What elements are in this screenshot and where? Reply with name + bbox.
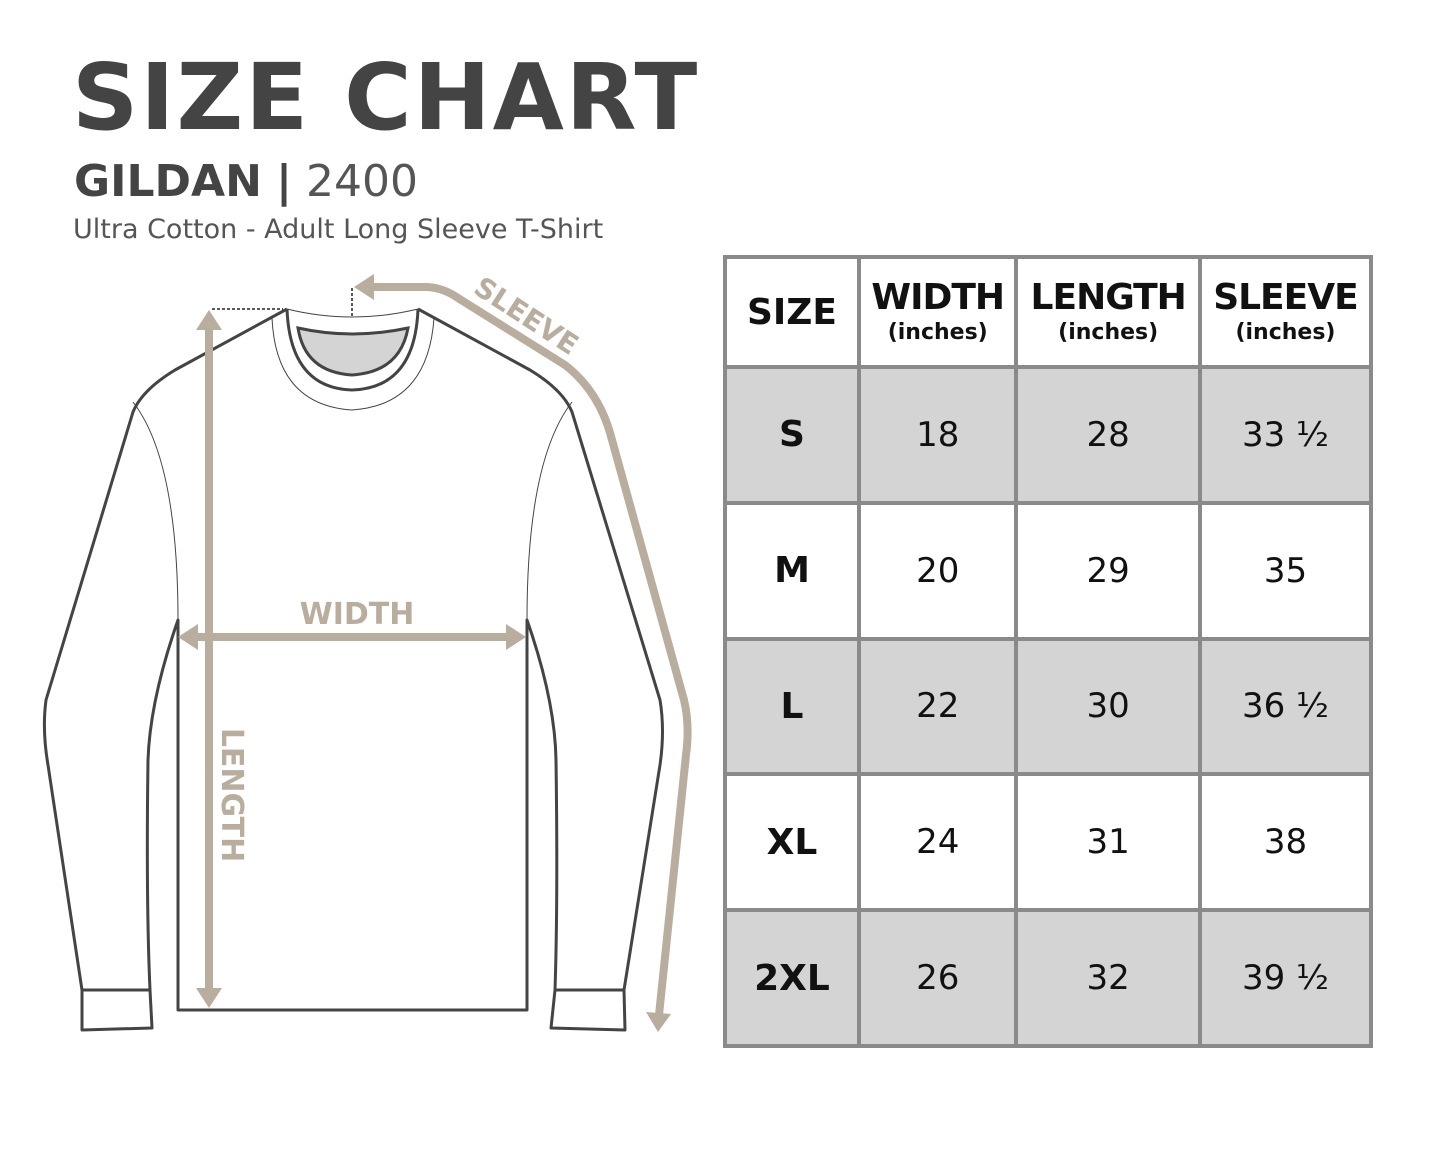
measure-guides [212,288,353,318]
size-table: SIZE WIDTH (inches) LENGTH (inches) SLEEVE… [723,255,1374,1048]
table-row: M 20 29 35 [723,500,1374,641]
size-cell: 2XL [723,908,861,1048]
shirt-seams [132,308,573,621]
col-header-size: SIZE [723,255,861,369]
length-label: LENGTH [214,728,249,862]
brand-line: GILDAN | 2400 [74,160,418,204]
shirt-outline [42,307,664,1032]
table-row: S 18 28 33 ½ [723,365,1374,505]
arrowheads [178,274,671,1032]
col-header-sleeve: SLEEVE (inches) [1197,255,1374,369]
col-header-width: WIDTH (inches) [856,255,1019,369]
model-number: 2400 [306,156,418,207]
length-cell: 30 [1014,636,1202,777]
table-row: 2XL 26 32 39 ½ [723,908,1374,1048]
sleeve-cell: 39 ½ [1197,908,1374,1048]
length-cell: 31 [1014,772,1202,913]
width-cell: 20 [856,500,1019,641]
size-cell: L [723,636,861,777]
measure-arrows [188,283,692,1019]
length-cell: 32 [1014,908,1202,1048]
sleeve-cell: 36 ½ [1197,636,1374,777]
width-cell: 24 [856,772,1019,913]
size-cell: M [723,500,861,641]
sleeve-cell: 38 [1197,772,1374,913]
width-cell: 18 [856,365,1019,505]
size-cell: S [723,365,861,505]
table-header-row: SIZE WIDTH (inches) LENGTH (inches) SLEEVE… [723,255,1374,369]
sleeve-cell: 35 [1197,500,1374,641]
table-row: L 22 30 36 ½ [723,636,1374,777]
brand-name: GILDAN [74,156,262,207]
sleeve-cell: 33 ½ [1197,365,1374,505]
table-row: XL 24 31 38 [723,772,1374,913]
length-cell: 28 [1014,365,1202,505]
shirt-diagram: SLEEVE WIDTH LENGTH [42,270,692,1032]
size-cell: XL [723,772,861,913]
col-header-length: LENGTH (inches) [1014,255,1202,369]
sleeve-arrow [368,283,692,1019]
width-cell: 22 [856,636,1019,777]
product-subtitle: Ultra Cotton - Adult Long Sleeve T-Shirt [73,214,604,245]
page-title: SIZE CHART [72,44,700,151]
width-cell: 26 [856,908,1019,1048]
width-label: WIDTH [300,597,415,632]
brand-separator: | [275,156,293,207]
length-cell: 29 [1014,500,1202,641]
